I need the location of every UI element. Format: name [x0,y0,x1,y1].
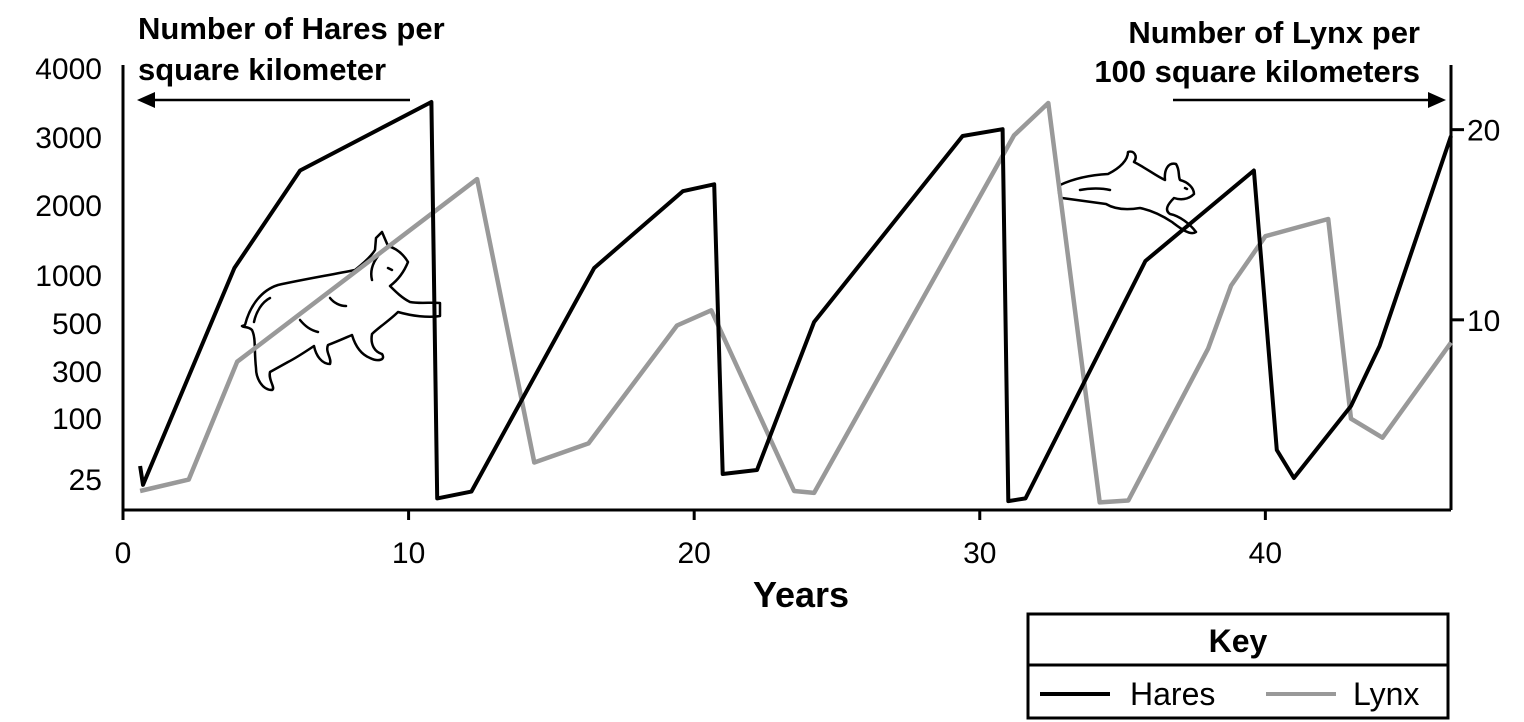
left-tick-label: 3000 [35,122,102,155]
legend: Key Hares Lynx [1026,612,1450,720]
left-axis-ticks: 4000 3000 2000 1000 500 300 100 25 [35,53,102,497]
x-tick-label: 40 [1249,537,1282,570]
x-tick-label: 30 [963,537,996,570]
left-tick-label: 500 [52,308,102,341]
legend-entry-hares: Hares [1130,676,1215,712]
x-tick-label: 10 [392,537,425,570]
x-axis-ticks: 0 10 20 30 40 [115,510,1282,570]
legend-entry-lynx: Lynx [1353,676,1419,712]
hare-illustration [1057,150,1198,235]
right-tick-label: 20 [1467,115,1500,148]
left-tick-label: 100 [52,403,102,436]
series-line-hares [138,100,1453,504]
left-tick-label: 4000 [35,53,102,86]
left-tick-label: 300 [52,356,102,389]
series-line-lynx [139,100,1453,505]
right-axis-title-line-1: Number of Lynx per [1128,15,1420,50]
right-axis-title-line-2: 100 square kilometers [1094,54,1420,89]
right-axis-arrow [1173,92,1446,108]
series-layer [138,100,1453,505]
left-axis-title-line-1: Number of Hares per [138,11,445,46]
x-tick-label: 0 [115,537,132,570]
legend-title: Key [1209,623,1268,659]
x-tick-label: 20 [677,537,710,570]
left-tick-label: 25 [69,464,102,497]
lynx-illustration [240,230,442,392]
left-axis-title-line-2: square kilometer [138,52,386,87]
x-axis-title: Years [753,574,849,615]
left-tick-label: 2000 [35,190,102,223]
right-axis-ticks: 10 20 [1451,115,1500,338]
left-tick-label: 1000 [35,260,102,293]
left-axis-arrow [137,92,410,108]
right-tick-label: 10 [1467,305,1500,338]
